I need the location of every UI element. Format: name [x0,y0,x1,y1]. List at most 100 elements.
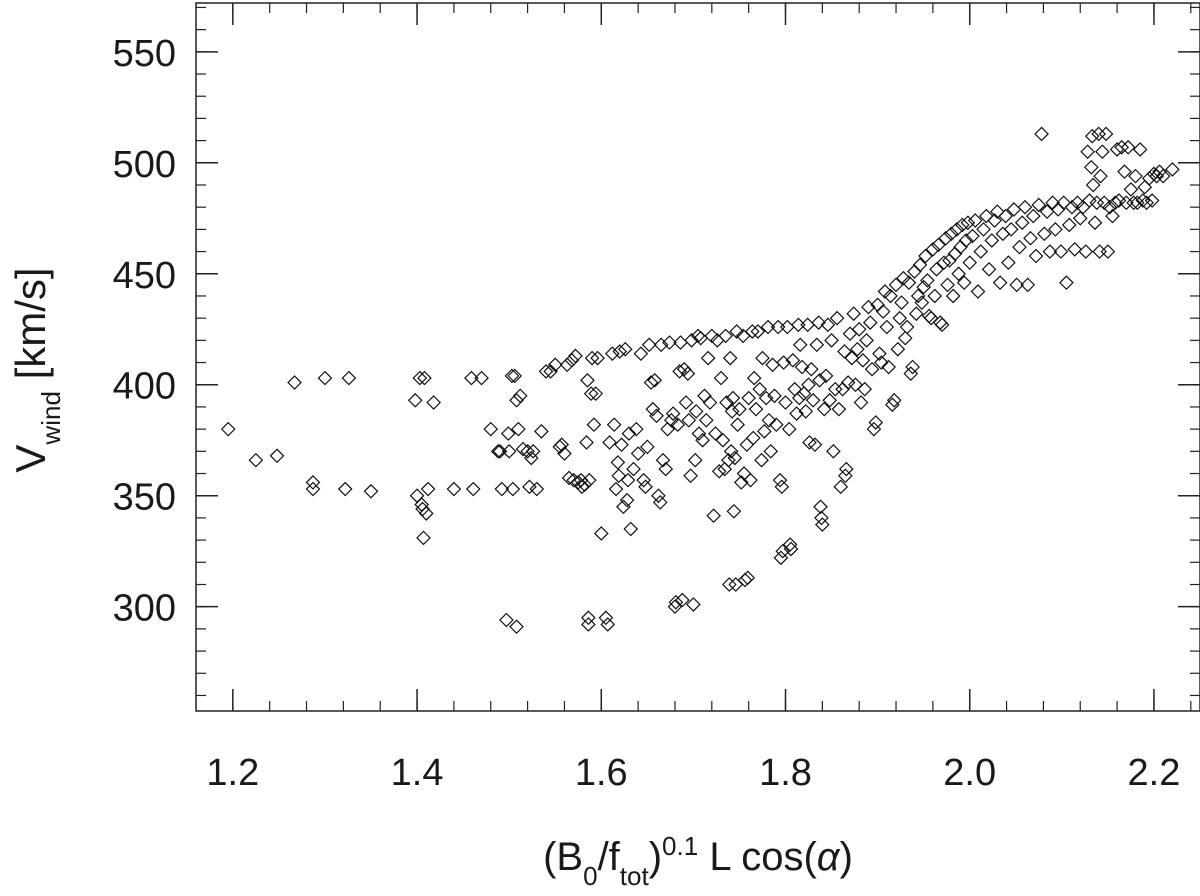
data-point [561,470,577,486]
data-point [855,352,871,368]
data-point [684,333,699,348]
data-point [660,421,675,437]
data-point [647,372,663,388]
data-point [610,455,626,470]
data-point [833,479,849,495]
data-point [672,364,687,379]
data-point [708,426,723,441]
y-tick-label: 500 [113,144,176,186]
data-point [872,346,887,362]
data-point [465,481,481,497]
data-point [768,417,784,433]
data-point [414,497,430,512]
data-point [1120,139,1136,155]
data-point [848,377,863,393]
data-point [1078,244,1094,259]
data-point [1139,195,1154,211]
data-point [805,392,821,408]
data-point [581,617,596,632]
data-point [1165,162,1180,177]
data-point [877,284,893,299]
data-point [1114,139,1130,155]
data-point [907,264,922,279]
data-point [814,510,829,526]
data-point [1061,217,1077,233]
data-point [978,208,994,224]
data-point [715,432,731,448]
data-point [665,406,681,421]
data-point [474,370,489,386]
data-point [1096,195,1112,211]
data-point [1107,195,1123,211]
data-point [704,328,720,344]
data-point [965,228,980,244]
data-point [875,304,891,319]
data-point [584,350,600,366]
data-point [818,368,834,384]
data-point [896,270,911,286]
y-tick-label: 400 [113,366,176,408]
data-point [602,435,617,450]
data-point [910,288,926,304]
data-point [1067,242,1083,257]
data-point [723,443,739,459]
data-point [643,375,659,390]
x-tick-label: 2.2 [1128,752,1181,794]
data-point [1070,195,1085,211]
data-point [653,337,669,353]
data-point [641,337,657,353]
data-point [940,277,955,293]
data-point [337,481,353,497]
data-point [655,452,671,468]
data-point [604,346,620,362]
data-point [1012,239,1027,255]
data-point [859,333,874,348]
data-point [606,417,622,433]
data-point [881,359,897,375]
data-point [920,273,935,288]
data-point [947,246,963,262]
major-ticks [196,3,1200,711]
data-point [879,319,895,335]
data-point [815,517,830,532]
data-point [713,370,729,386]
data-point [681,412,697,428]
data-point [621,426,637,441]
data-point [628,421,644,437]
data-point [1092,244,1107,259]
data-point [1111,193,1127,208]
data-point [958,233,974,248]
data-point [998,208,1013,224]
data-point [608,481,624,497]
data-point [798,404,814,419]
data-point [955,217,970,233]
data-point [772,472,788,488]
data-point [842,326,858,342]
data-point [719,395,734,410]
y-tick-label: 300 [113,588,176,630]
data-point [850,341,865,357]
data-point [686,597,701,612]
data-point [1056,195,1072,211]
data-point [415,501,430,517]
data-point [623,521,639,537]
data-point [1149,168,1165,184]
data-point [943,226,959,242]
data-point [305,475,321,490]
data-point [811,315,827,330]
data-point [702,395,718,410]
data-point [511,421,526,437]
data-point [827,381,843,397]
data-point [743,472,758,488]
data-point [835,381,850,397]
data-point [426,395,441,410]
data-point [837,344,852,359]
data-point [564,352,580,368]
data-point [932,315,948,330]
data-point [929,261,944,277]
data-point [912,257,928,273]
data-point [838,461,854,477]
data-point [412,370,428,386]
data-point [568,348,583,364]
data-point [543,364,558,379]
